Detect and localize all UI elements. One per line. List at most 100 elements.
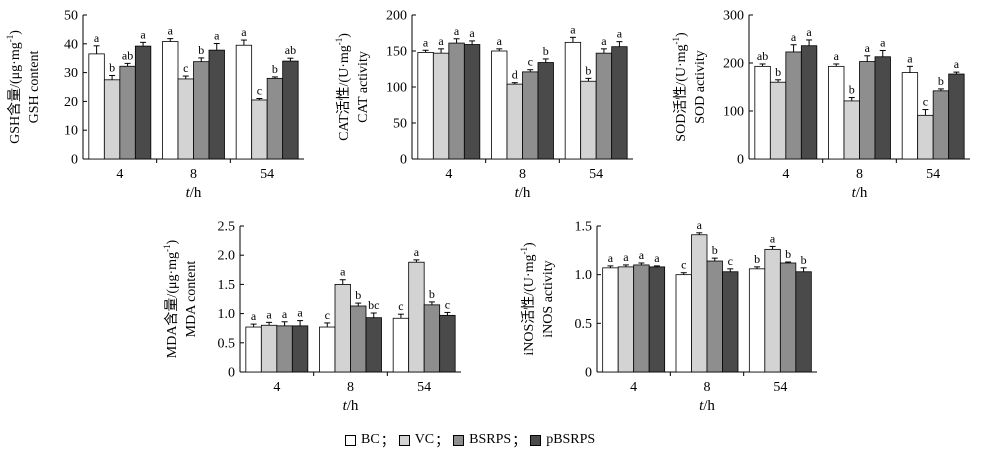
x-tick-label: 8 — [519, 167, 526, 182]
significance-letter: a — [282, 307, 288, 321]
y-tick-label: 0 — [737, 153, 744, 168]
y-tick-label: 150 — [386, 45, 407, 60]
y-tick-label: 100 — [723, 105, 744, 120]
significance-letter: a — [266, 307, 272, 321]
legend-label-bsrps: BSRPS — [469, 432, 512, 447]
significance-letter: b — [543, 44, 549, 58]
bar-vc-8h — [334, 283, 351, 373]
y-axis-label-cn-tail: ) — [522, 242, 537, 247]
x-axis-label: t/h — [343, 398, 359, 414]
legend-swatch-bsrps — [453, 434, 465, 446]
y-axis-label-cn: MDA含量/(μg·mg-1) — [162, 239, 180, 358]
significance-letter: a — [423, 35, 429, 49]
x-tick-label: 4 — [630, 380, 637, 395]
significance-letter: a — [601, 34, 607, 48]
significance-letter: c — [398, 299, 403, 313]
significance-letter: a — [697, 218, 703, 232]
x-axis-label-unit: /h — [856, 185, 868, 201]
legend-swatch-vc — [398, 434, 410, 446]
x-tick-label: 8 — [190, 167, 197, 182]
significance-letter: c — [681, 258, 686, 272]
significance-letter: c — [183, 61, 188, 75]
y-tick-label: 2.0 — [218, 249, 236, 264]
legend-swatch-pbsrps — [530, 434, 542, 446]
y-axis-label-cn: SOD活性/(U·mg-1) — [671, 32, 689, 142]
x-tick-label: 4 — [273, 380, 280, 395]
significance-letter: a — [791, 30, 797, 44]
bar-vc-8h — [506, 83, 523, 160]
y-tick-label: 0.5 — [575, 317, 593, 332]
bar-pbsrps-4h — [648, 266, 666, 373]
y-tick-label: 1.5 — [575, 220, 593, 235]
y-axis-label-en: MDA content — [184, 261, 199, 338]
y-tick-label: 10 — [64, 124, 78, 139]
significance-letter: a — [214, 29, 220, 43]
bar-vc-4h — [617, 266, 635, 373]
x-axis-label: t/h — [852, 185, 868, 201]
significance-letter: a — [865, 41, 871, 55]
bar-pbsrps-8h — [722, 271, 739, 373]
bar-bsrps-54h — [779, 262, 797, 373]
significance-letter: b — [109, 60, 115, 74]
x-tick-label: 54 — [260, 167, 274, 182]
y-tick-label: 1.0 — [218, 307, 236, 322]
x-axis-label-unit: /h — [190, 185, 202, 201]
y-tick-label: 200 — [723, 57, 744, 72]
significance-letter: a — [907, 51, 913, 65]
significance-letter: a — [497, 34, 503, 48]
bar-vc-4h — [432, 52, 450, 160]
bar-vc-54h — [408, 261, 425, 373]
y-tick-label: 1.0 — [575, 268, 593, 283]
y-axis-label-cn-tail: ) — [337, 33, 352, 38]
x-axis-label-unit: /h — [347, 398, 359, 414]
significance-letter: a — [168, 24, 174, 38]
bar-bc-54h — [564, 41, 582, 160]
x-tick-label: 4 — [116, 167, 123, 182]
bar-bsrps-8h — [350, 305, 367, 373]
x-axis-label: t/h — [515, 185, 531, 201]
y-tick-label: 300 — [723, 9, 744, 24]
bar-pbsrps-8h — [874, 56, 891, 160]
significance-letter: b — [585, 63, 591, 77]
significance-letter: c — [257, 84, 262, 98]
significance-letter: b — [712, 243, 718, 257]
y-tick-label: 50 — [64, 9, 78, 24]
x-tick-label: 8 — [856, 167, 863, 182]
significance-letter: a — [241, 25, 247, 39]
legend-separator: ； — [435, 434, 450, 449]
y-axis-label-en: iNOS activity — [541, 260, 556, 337]
legend: BC； VC； BSRPS； pBSRPS — [345, 430, 599, 450]
significance-letter: b — [754, 252, 760, 266]
bar-bc-54h — [748, 268, 766, 373]
x-axis-label-t: t — [343, 398, 348, 414]
bar-bsrps-4h — [276, 325, 293, 373]
bar-vc-8h — [177, 78, 194, 160]
significance-letter: a — [623, 250, 629, 264]
bar-bsrps-4h — [785, 51, 802, 160]
x-axis-label-t: t — [186, 185, 191, 201]
x-axis-label-t: t — [852, 185, 857, 201]
y-axis-label-en: SOD activity — [693, 50, 708, 124]
chart-panel-gsh: 010203040504ababa8acba54acbabt/hGSH含量/(μ… — [5, 9, 304, 201]
significance-letter: c — [923, 95, 928, 109]
legend-item-bsrps: BSRPS； — [453, 430, 526, 450]
y-axis-label-superscript: -1 — [162, 244, 172, 252]
bar-bc-4h — [88, 53, 105, 160]
y-axis-label-cn-tail: ) — [674, 32, 689, 37]
x-tick-label: 54 — [926, 167, 940, 182]
x-axis-label: t/h — [186, 185, 202, 201]
bar-vc-54h — [580, 80, 597, 160]
y-axis-label-superscript: -1 — [671, 37, 681, 45]
significance-letter: a — [94, 31, 100, 45]
x-tick-label: 8 — [347, 380, 354, 395]
bar-bsrps-4h — [448, 42, 465, 160]
y-axis-label-en: CAT activity — [356, 51, 371, 123]
significance-letter: b — [785, 247, 791, 261]
y-axis-label-cn-main: MDA含量/(μg·mg — [164, 252, 180, 358]
bar-bsrps-8h — [193, 61, 210, 160]
x-axis-label: t/h — [699, 398, 715, 414]
significance-letter: b — [198, 43, 204, 57]
significance-letter: a — [414, 245, 420, 259]
significance-letter: a — [654, 251, 660, 265]
bar-bc-8h — [828, 65, 845, 160]
